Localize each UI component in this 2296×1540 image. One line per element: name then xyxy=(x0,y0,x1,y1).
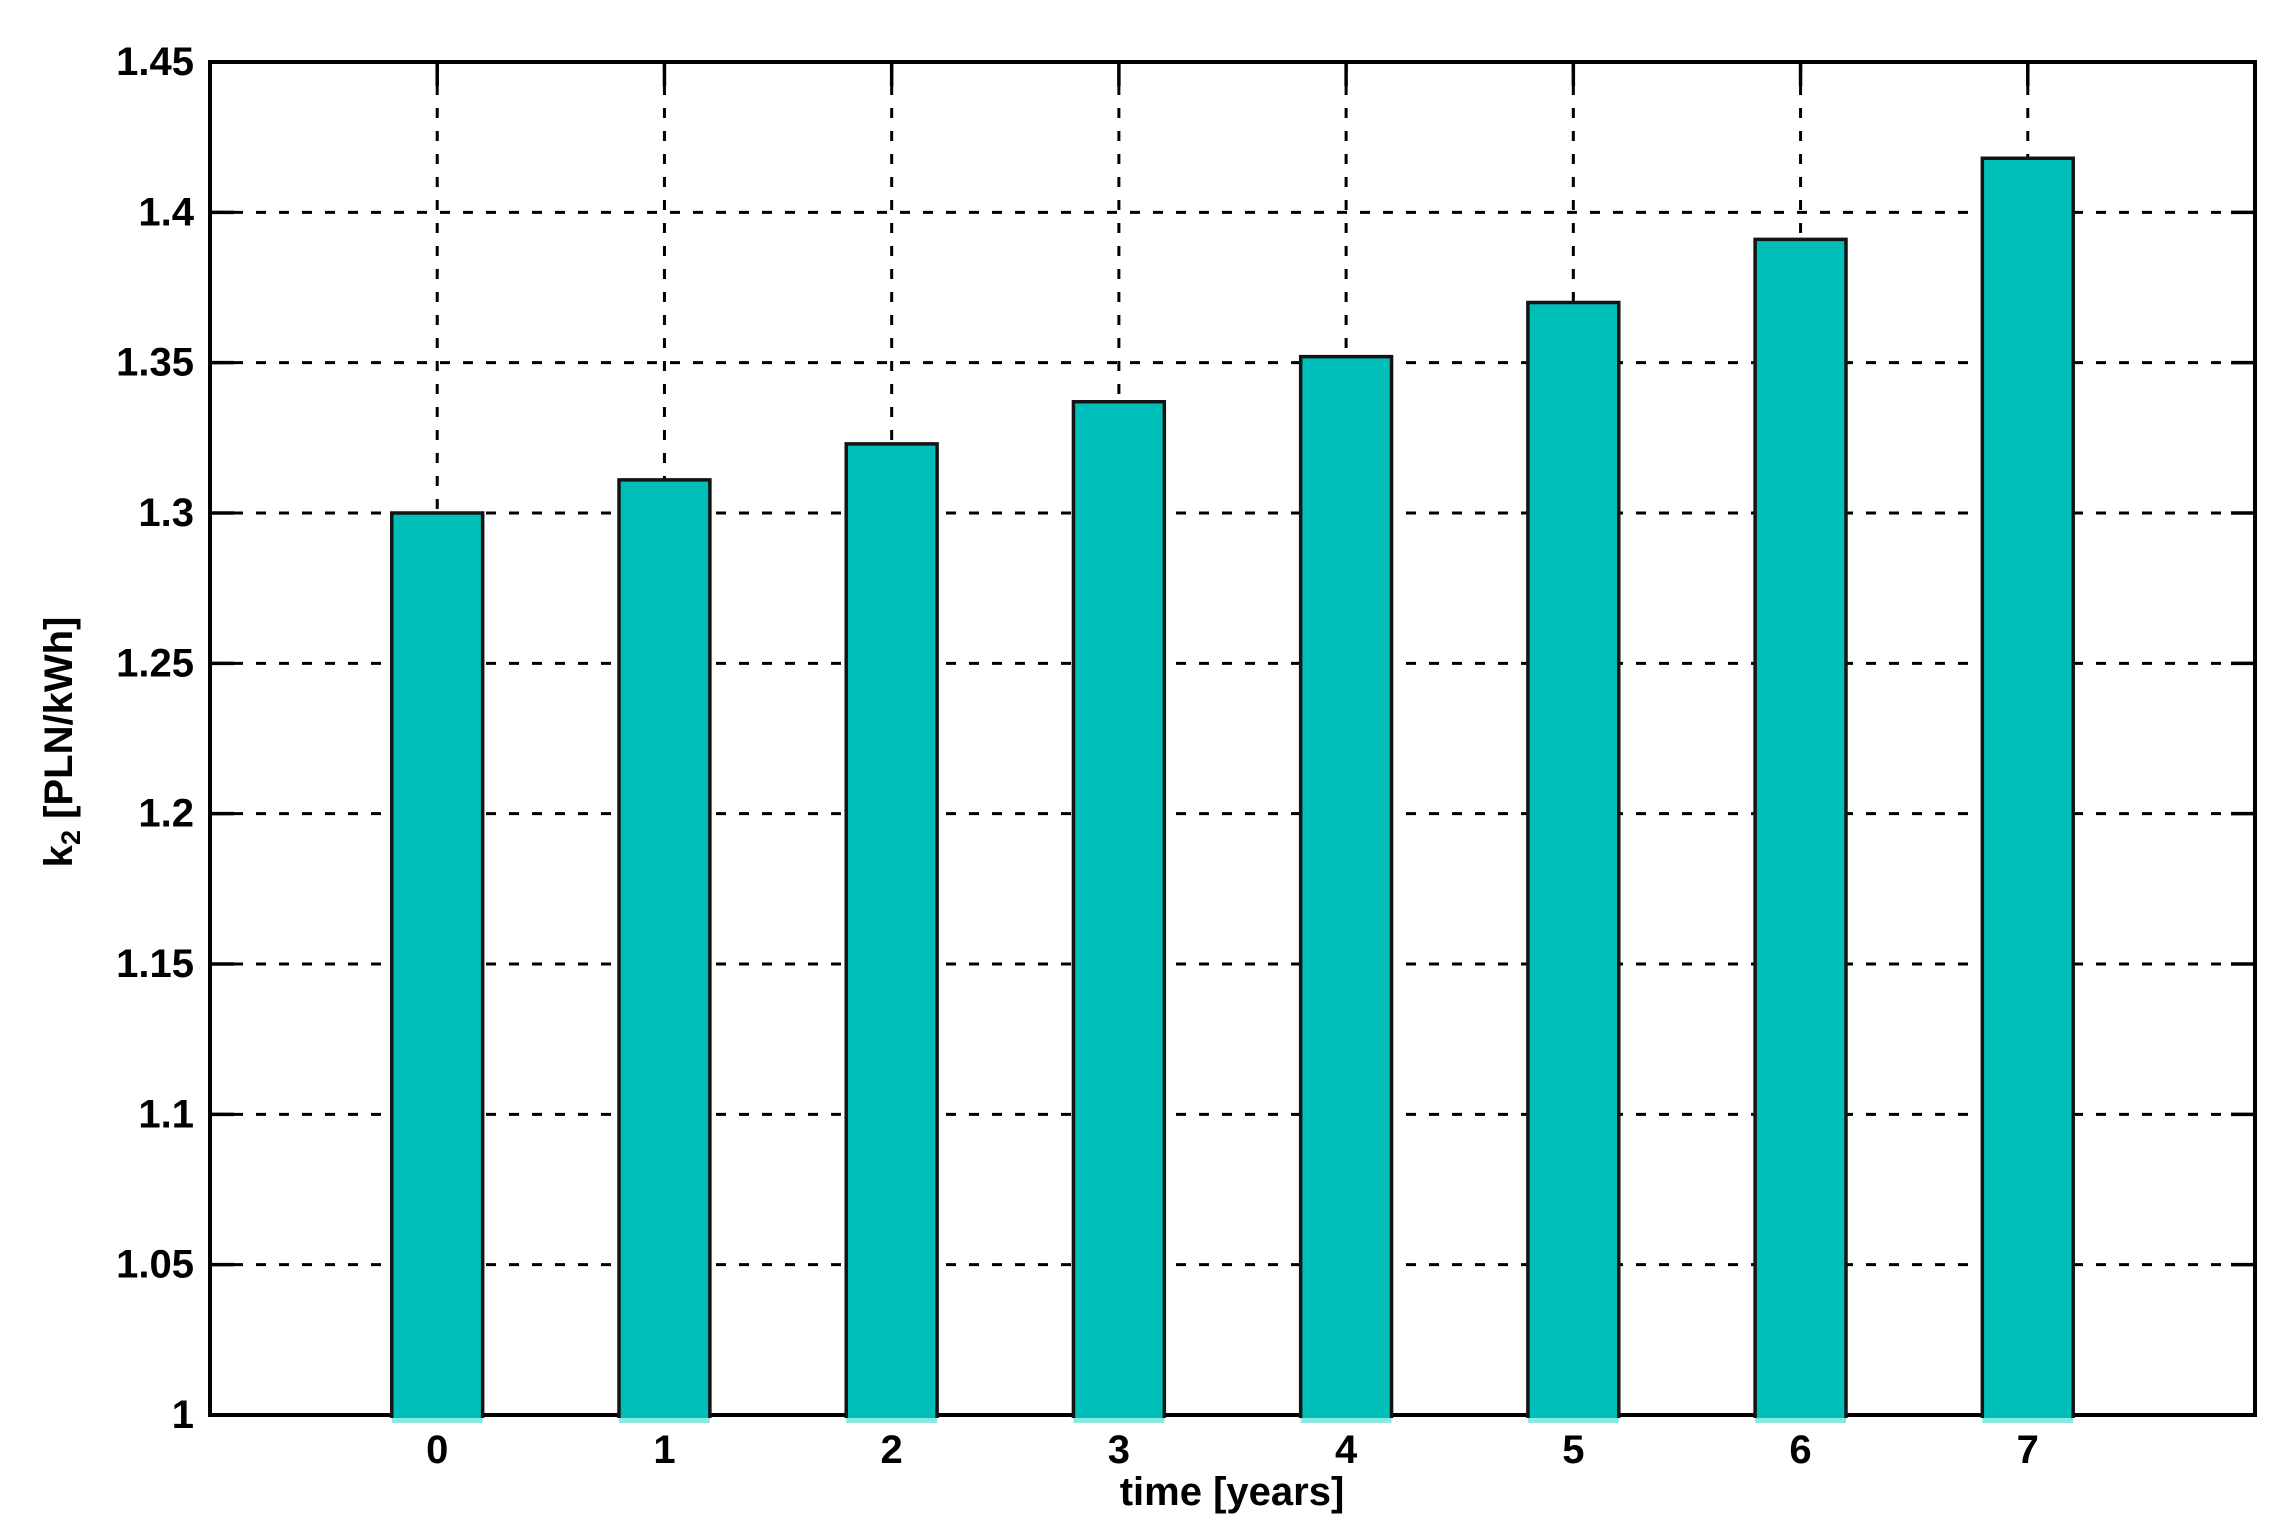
y-axis-label: k2 [PLN/kWh] xyxy=(37,617,87,868)
bar-base-antialias xyxy=(1527,1418,1619,1423)
bar-year-0 xyxy=(391,513,483,1418)
bar-base-antialias xyxy=(619,1418,710,1423)
bar-outline-year-3 xyxy=(1071,400,1167,1418)
bar-base-antialias xyxy=(846,1418,938,1423)
bar-outline-year-7 xyxy=(1980,156,2075,1418)
y-tick-label: 1.45 xyxy=(116,40,194,84)
y-tick-label: 1 xyxy=(172,1393,194,1437)
x-tick-label: 7 xyxy=(2017,1428,2039,1472)
bar-year-2 xyxy=(846,443,938,1418)
y-axis-label-base: k xyxy=(36,845,81,868)
x-tick-label: 1 xyxy=(653,1428,675,1472)
bar-outline-year-0 xyxy=(390,511,485,1418)
bar-base-antialias xyxy=(391,1418,483,1423)
bar-outline-year-6 xyxy=(1753,237,1848,1418)
y-tick-label: 1.1 xyxy=(138,1092,194,1136)
x-tick-label: 0 xyxy=(426,1428,448,1472)
y-tick-label: 1.35 xyxy=(116,341,194,385)
y-tick-label: 1.2 xyxy=(138,792,194,836)
x-axis-label: time [years] xyxy=(1119,1470,1345,1514)
x-tick-label: 2 xyxy=(881,1428,903,1472)
bar-base-antialias xyxy=(1755,1418,1846,1423)
x-tick-label: 3 xyxy=(1108,1428,1130,1472)
y-tick-label: 1.05 xyxy=(116,1243,194,1287)
bar-base-antialias xyxy=(1300,1418,1392,1423)
y-tick-label: 1.25 xyxy=(116,641,194,685)
bar-year-4 xyxy=(1300,356,1392,1418)
bar-year-5 xyxy=(1527,302,1619,1418)
bar-outline-year-4 xyxy=(1298,354,1394,1418)
bar-year-7 xyxy=(1982,158,2074,1418)
bar-outline-year-2 xyxy=(844,442,939,1418)
x-tick-label: 5 xyxy=(1562,1428,1584,1472)
y-tick-label: 1.4 xyxy=(138,190,194,234)
plot-border xyxy=(208,60,2257,1417)
y-tick-label: 1.15 xyxy=(116,942,194,986)
bar-outline-year-1 xyxy=(617,478,712,1418)
bar-year-3 xyxy=(1073,401,1165,1419)
y-axis-label-subscript: 2 xyxy=(55,829,87,846)
x-tick-label: 6 xyxy=(1789,1428,1811,1472)
bar-outline-year-5 xyxy=(1526,300,1621,1418)
bar-base-antialias xyxy=(1073,1418,1165,1423)
bar-year-6 xyxy=(1755,239,1846,1419)
x-tick-label: 4 xyxy=(1335,1428,1358,1472)
y-axis-label-units: [PLN/kWh] xyxy=(36,616,81,830)
y-tick-label: 1.3 xyxy=(138,491,194,535)
bar-year-1 xyxy=(619,479,710,1419)
bar-base-antialias xyxy=(1982,1418,2074,1423)
